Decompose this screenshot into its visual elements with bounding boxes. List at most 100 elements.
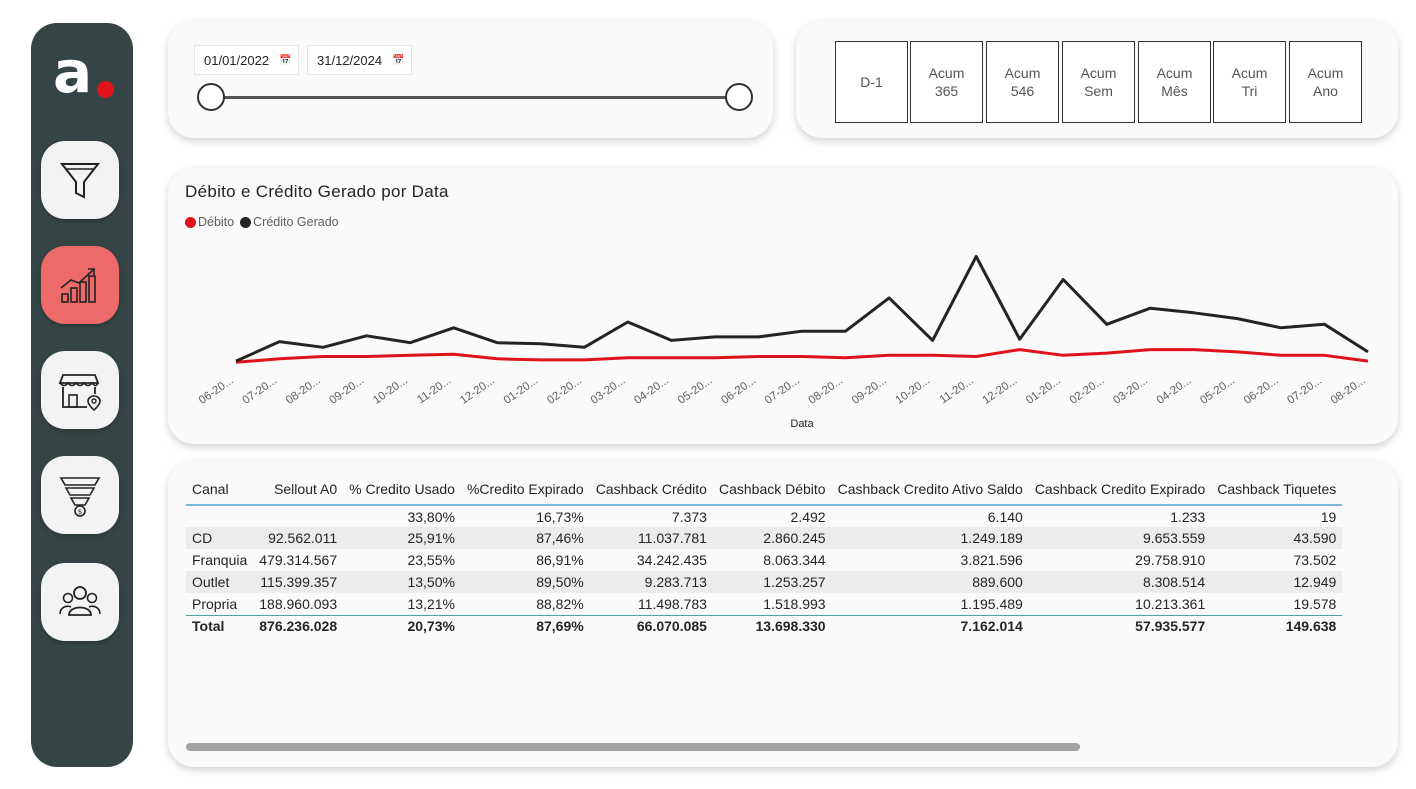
- table-cell: 2.860.245: [712, 527, 832, 549]
- date-range-filter: 01/01/2022 📅 31/12/2024 📅: [168, 21, 773, 138]
- table-cell: 9.653.559: [1028, 527, 1212, 549]
- table-cell: [253, 505, 343, 527]
- legend-item-debito[interactable]: Débito: [185, 215, 234, 229]
- series-line-credito-gerado[interactable]: [235, 255, 1369, 363]
- legend-item-credito-gerado[interactable]: Crédito Gerado: [240, 215, 339, 229]
- x-tick-label: 07-20...: [240, 375, 279, 407]
- period-acum-546-button[interactable]: Acum 546: [986, 41, 1059, 123]
- x-tick-label: 08-20...: [284, 375, 323, 407]
- table-total-row: Total 876.236.028 20,73% 87,69% 66.070.085 13…: [186, 614, 1343, 637]
- date-slider-end-handle[interactable]: [725, 83, 753, 111]
- nav-filters-button[interactable]: [41, 141, 119, 219]
- x-tick-label: 03-20...: [589, 375, 628, 407]
- legend-label: Crédito Gerado: [253, 215, 339, 229]
- x-tick-label: 05-20...: [676, 375, 715, 407]
- chart-title: Débito e Crédito Gerado por Data: [185, 182, 449, 201]
- brand-logo: a: [53, 43, 117, 103]
- x-tick-label: 01-20...: [502, 375, 541, 407]
- table-cell: 1.518.993: [763, 595, 826, 612]
- period-d1-button[interactable]: D-1: [835, 41, 908, 123]
- column-header[interactable]: Canal: [186, 473, 254, 506]
- table-cell: CD: [186, 527, 254, 549]
- column-header[interactable]: %Credito Expirado: [460, 473, 590, 506]
- column-header[interactable]: Sellout A0: [253, 473, 344, 506]
- nav-stores-button[interactable]: [41, 351, 119, 429]
- table-cell: Propria: [192, 595, 238, 612]
- x-tick-label: 02-20...: [545, 375, 584, 407]
- x-tick-label: 03-20...: [1111, 375, 1150, 407]
- table-row[interactable]: CD 92.562.011 25,91% 87,46% 11.037.781 2.860.…: [186, 527, 1343, 549]
- period-acum-ano-button[interactable]: Acum Ano: [1289, 41, 1362, 123]
- table-cell: 29.758.910: [1135, 552, 1206, 568]
- table-total-cell: 149.638: [1211, 614, 1343, 637]
- period-acum-sem-button[interactable]: Acum Sem: [1062, 41, 1135, 123]
- calendar-icon[interactable]: 📅: [279, 54, 292, 66]
- column-header[interactable]: % Credito Usado: [343, 473, 461, 506]
- date-slider-track[interactable]: [212, 96, 740, 99]
- calendar-icon[interactable]: 📅: [392, 54, 405, 66]
- svg-text:$: $: [78, 508, 82, 516]
- table-row[interactable]: 33,80% 16,73% 7.373 2.492 6.140 1.233 19: [186, 505, 1342, 527]
- table-cell: 7.373: [671, 508, 707, 525]
- start-date-value: 01/01/2022: [204, 52, 270, 68]
- table-row[interactable]: Outlet 115.399.357 13,50% 89,50% 9.283.713 1.…: [186, 571, 1343, 593]
- column-header[interactable]: Cashback Crédito: [589, 473, 713, 506]
- start-date-input[interactable]: 01/01/2022 📅: [194, 45, 299, 75]
- nav-customers-button[interactable]: [41, 563, 119, 641]
- table-cell: 87,46%: [460, 527, 590, 549]
- table-cell: 89,50%: [460, 571, 590, 593]
- series-line-debito[interactable]: [235, 348, 1369, 364]
- column-header[interactable]: Cashback Credito Expirado: [1028, 473, 1212, 506]
- end-date-input[interactable]: 31/12/2024 📅: [307, 45, 412, 75]
- table-row[interactable]: Propria 188.960.093 13,21% 88,82% 11.498.783…: [186, 593, 1342, 615]
- period-selector: D-1 Acum 365 Acum 546 Acum Sem Acum Mês …: [796, 21, 1398, 138]
- table-cell: 188.960.093: [259, 595, 338, 612]
- table-total-cell: 66.070.085: [589, 614, 713, 637]
- legend-label: Débito: [198, 215, 235, 229]
- table-total-cell: Total: [186, 614, 254, 637]
- table-cell: 23,55%: [407, 552, 455, 568]
- table-cell: 43.590: [1211, 527, 1343, 549]
- horizontal-scrollbar[interactable]: [186, 743, 1080, 751]
- table-cell: 19.578: [1293, 595, 1337, 612]
- table-total-cell: 87,69%: [460, 614, 590, 637]
- table-cell: 10.213.361: [1135, 595, 1206, 612]
- x-tick-label: 07-20...: [1285, 375, 1324, 407]
- column-header[interactable]: Cashback Débito: [712, 473, 832, 506]
- x-tick-label: 10-20...: [894, 375, 933, 407]
- table-cell: Outlet: [186, 571, 254, 593]
- x-tick-label: 01-20...: [1024, 375, 1063, 407]
- nav-analytics-button[interactable]: [41, 246, 119, 324]
- period-acum-365-button[interactable]: Acum 365: [910, 41, 983, 123]
- table-cell: 16,73%: [536, 508, 584, 525]
- x-tick-label: 02-20...: [1068, 375, 1107, 407]
- table-cell: 479.314.567: [259, 552, 338, 568]
- column-header[interactable]: Cashback Tiquetes: [1211, 473, 1343, 506]
- sidebar: a: [31, 23, 133, 767]
- date-slider-start-handle[interactable]: [197, 83, 225, 111]
- table-total-cell: 20,73%: [343, 614, 461, 637]
- logo-dot: [97, 81, 114, 98]
- x-tick-label: 10-20...: [371, 375, 410, 407]
- table-cell: Franquia: [192, 552, 248, 568]
- legend-dot: [185, 216, 196, 228]
- table-cell: 8.063.344: [763, 552, 826, 568]
- period-acum-mes-button[interactable]: Acum Mês: [1138, 41, 1211, 123]
- legend-dot: [240, 216, 252, 228]
- table-cell: 3.821.596: [960, 552, 1023, 568]
- x-tick-label: 04-20...: [632, 375, 671, 407]
- table-cell: 92.562.011: [253, 527, 344, 549]
- x-tick-label: 05-20...: [1198, 375, 1237, 407]
- table-cell: 9.283.713: [589, 571, 713, 593]
- x-tick-label: 07-20...: [763, 375, 802, 407]
- period-acum-tri-button[interactable]: Acum Tri: [1213, 41, 1286, 123]
- nav-funnel-button[interactable]: $: [41, 456, 119, 534]
- sales-funnel-icon: $: [59, 477, 101, 517]
- table-row[interactable]: Franquia 479.314.567 23,55% 86,91% 34.242.43…: [186, 549, 1342, 571]
- table-cell: [186, 505, 253, 527]
- table-cell: 33,80%: [407, 508, 455, 525]
- table-cell: 73.502: [1293, 552, 1337, 568]
- table-cell: 1.249.189: [831, 527, 1029, 549]
- column-header[interactable]: Cashback Credito Ativo Saldo: [831, 473, 1029, 506]
- table-total-cell: 876.236.028: [253, 614, 344, 637]
